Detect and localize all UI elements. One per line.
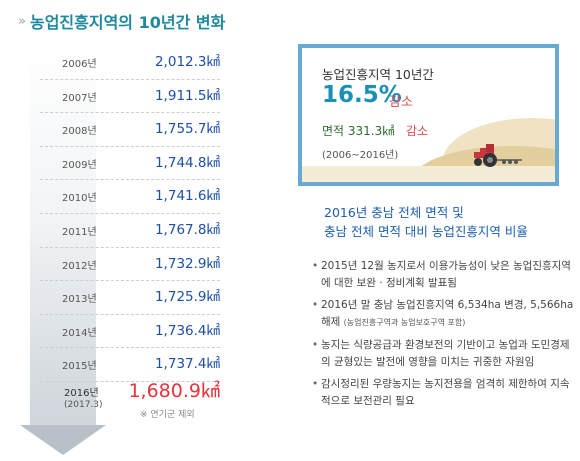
field-illustration — [302, 166, 555, 182]
summary-title: 농업진흥지역 10년간 — [322, 67, 434, 82]
section-heading: 2016년 충남 전체 면적 및 충남 전체 면적 대비 농업진흥지역 비율 — [324, 203, 528, 241]
summary-decrease: 감소 — [389, 95, 413, 110]
row-year: 2012년 — [62, 260, 97, 272]
row-area: 1,767.8㎢ — [154, 221, 220, 238]
row-year: 2011년 — [62, 226, 97, 238]
page-title: » 농업진흥지역의 10년간 변화 — [18, 10, 225, 32]
timeline-row: 2008년 1,755.7㎢ — [40, 113, 220, 147]
summary-percent: 16.5% — [322, 82, 402, 108]
heading-line: 2016년 충남 전체 면적 및 — [324, 205, 464, 220]
summary-period: (2006~2016년) — [322, 150, 399, 161]
row-area: 1,744.8㎢ — [154, 154, 220, 171]
title-text: 농업진흥지역의 10년간 변화 — [29, 13, 226, 32]
row-area: 1,911.5㎢ — [154, 87, 220, 104]
timeline-row: 2010년 1,741.6㎢ — [40, 180, 220, 214]
heading-line: 충남 전체 면적 대비 농업진흥지역 비율 — [324, 224, 528, 239]
timeline-row: 2007년 1,911.5㎢ — [40, 80, 220, 114]
bullet-note: (농업진흥구역과 농업보호구역 포함) — [343, 317, 466, 327]
double-chevron-icon: » — [18, 13, 26, 29]
summary-area: 면적 331.3㎢ — [322, 124, 395, 138]
row-area: 1,737.4㎢ — [154, 356, 220, 373]
summary-area-decrease: 감소 — [406, 124, 429, 138]
bullet-text: 2016년 말 충남 농업진흥지역 6,534ha 변경, 5,566ha 해제 — [321, 299, 574, 328]
timeline-row: 2013년 1,725.9㎢ — [40, 281, 220, 315]
row-year: 2007년 — [62, 92, 97, 104]
row-area: 1,732.9㎢ — [154, 255, 220, 272]
timeline-row-latest: 2016년 (2017.3) 1,680.9㎢ ※ 연기군 제외 — [40, 378, 220, 423]
row-year: 2013년 — [62, 294, 97, 306]
timeline-list: 2006년 2,012.3㎢ 2007년 1,911.5㎢ 2008년 1,755.7… — [40, 46, 220, 382]
bullet-list: 2015년 12월 농지로서 이용가능성이 낮은 농업진흥지역에 대한 보완 ·… — [312, 258, 574, 415]
timeline-row: 2014년 1,736.4㎢ — [40, 315, 220, 349]
latest-year: 2016년 — [64, 388, 99, 399]
row-area: 2,012.3㎢ — [154, 54, 220, 70]
row-year: 2015년 — [62, 361, 97, 373]
timeline-row: 2015년 1,737.4㎢ — [40, 348, 220, 382]
row-year: 2008년 — [62, 126, 97, 138]
latest-date: (2017.3) — [64, 400, 103, 410]
tractor-icon — [474, 144, 522, 167]
row-year: 2009년 — [62, 159, 97, 171]
summary-box: 농업진흥지역 10년간 16.5% 감소 면적 331.3㎢ 감소 (2006~… — [298, 44, 559, 186]
timeline-row: 2009년 1,744.8㎢ — [40, 147, 220, 181]
arrow-down-icon — [20, 425, 106, 455]
row-area: 1,736.4㎢ — [154, 322, 220, 339]
row-year: 2014년 — [62, 327, 97, 339]
row-year: 2006년 — [62, 59, 97, 70]
timeline-row: 2011년 1,767.8㎢ — [40, 214, 220, 248]
footnote: ※ 연기군 제외 — [140, 410, 195, 420]
timeline-arrow — [30, 42, 96, 427]
row-area: 1,741.6㎢ — [154, 188, 220, 205]
timeline-row: 2006년 2,012.3㎢ — [40, 46, 220, 80]
row-area: 1,725.9㎢ — [154, 289, 220, 306]
bullet-item: 2015년 12월 농지로서 이용가능성이 낮은 농업진흥지역에 대한 보완 ·… — [312, 258, 574, 291]
timeline-row: 2012년 1,732.9㎢ — [40, 248, 220, 282]
bullet-item: 2016년 말 충남 농업진흥지역 6,534ha 변경, 5,566ha 해제… — [312, 297, 574, 331]
bullet-item: 감시정리된 우량농지는 농지전용을 엄격히 제한하여 지속적으로 보전관리 필요 — [312, 376, 574, 409]
latest-area: 1,680.9㎢ — [128, 380, 220, 402]
bullet-item: 농지는 식량공급과 환경보전의 기반이고 농업과 도민경제의 균형있는 발전에 … — [312, 337, 574, 370]
row-year: 2010년 — [62, 193, 97, 205]
row-area: 1,755.7㎢ — [154, 121, 220, 138]
